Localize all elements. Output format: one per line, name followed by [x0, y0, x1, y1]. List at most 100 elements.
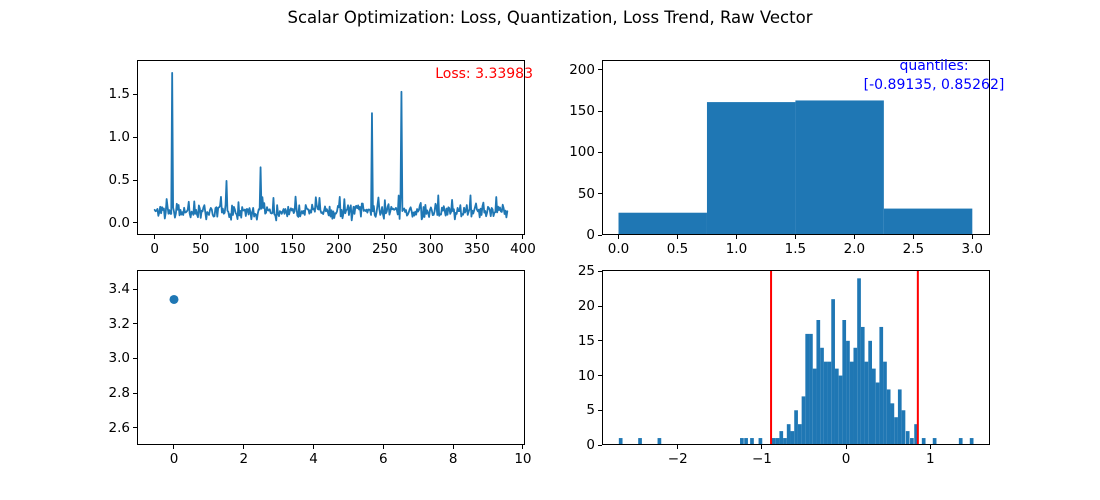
hist-bar [886, 389, 891, 445]
hist-bar [894, 417, 898, 445]
y-tick-mark [598, 409, 602, 411]
y-tick-label: 1.5 [108, 86, 130, 103]
hist-bar [860, 326, 865, 445]
y-tick-mark [598, 305, 602, 307]
y-tick-label: 25 [577, 263, 595, 280]
y-tick-label: 3.0 [108, 350, 130, 367]
x-tick-label: 2.5 [902, 241, 925, 257]
y-tick-mark [133, 323, 137, 325]
hist-bar [750, 438, 754, 445]
loss-trend-svg [137, 270, 525, 445]
raw-vector-hist-axes: −2 −1 0 1 0 5 10 15 20 25 [578, 263, 990, 467]
y-tick-label: 50 [577, 185, 595, 202]
axes-spine [137, 270, 525, 445]
x-tick-label: 0.5 [666, 241, 689, 257]
x-tick-label: 8 [448, 451, 458, 467]
x-tick-mark [173, 445, 175, 449]
y-tick-mark [598, 270, 602, 272]
x-tick-label: 0 [169, 451, 179, 467]
hist-bar [779, 431, 784, 445]
y-tick-label: 100 [569, 144, 595, 161]
x-tick-label: 2.0 [843, 241, 866, 257]
x-tick-label: 2 [239, 451, 249, 467]
hist-bar [618, 212, 707, 235]
hist-bar [744, 438, 748, 445]
axes-spine [602, 60, 990, 235]
hist-bar [740, 438, 744, 445]
quantile-vline [770, 270, 773, 445]
figure-title: Scalar Optimization: Loss, Quantization,… [287, 8, 813, 27]
x-tick-mark [853, 235, 855, 239]
x-tick-mark [971, 235, 973, 239]
x-tick-label: 0.0 [607, 241, 630, 257]
hist-bar [834, 368, 839, 445]
y-tick-label: 0 [586, 437, 595, 453]
x-tick-mark [676, 235, 678, 239]
y-tick-mark [133, 357, 137, 359]
quantiles-annotation: quantiles: [-0.89135, 0.85262] [864, 57, 1005, 94]
y-tick-mark [133, 93, 137, 95]
x-tick-mark [794, 235, 796, 239]
loss-value-annotation: Loss: 3.33983 [435, 66, 533, 82]
hist-bar [932, 438, 937, 445]
x-tick-label: 350 [464, 241, 490, 257]
x-tick-mark [522, 445, 524, 449]
y-tick-label: 5 [586, 402, 595, 419]
hist-bar [958, 438, 963, 445]
hist-bar [875, 382, 880, 445]
hist-bar [809, 333, 813, 445]
y-tick-label: 0.0 [108, 214, 130, 231]
quantiles-annotation-line2: [-0.89135, 0.85262] [863, 76, 1005, 93]
raw-vector-hist-svg [602, 270, 990, 445]
x-tick-mark [338, 235, 340, 239]
x-tick-mark [618, 235, 619, 239]
hist-bar [969, 438, 974, 445]
x-tick-label: 50 [192, 241, 210, 257]
y-tick-label: 10 [577, 367, 595, 384]
quantile-vline [916, 270, 919, 445]
x-tick-mark [522, 235, 524, 239]
y-tick-label: 0 [586, 227, 595, 243]
quantization-hist-svg [602, 60, 990, 235]
hist-bar [638, 438, 642, 445]
hist-bar [872, 368, 876, 445]
x-tick-mark [154, 235, 156, 239]
x-tick-label: 200 [325, 241, 352, 257]
x-tick-mark [761, 445, 763, 449]
hist-bar [827, 361, 832, 445]
x-tick-mark [382, 445, 384, 449]
y-tick-mark [133, 222, 137, 224]
hist-bar [805, 333, 810, 445]
hist-bar [618, 438, 623, 445]
axes-spine [602, 270, 990, 445]
y-tick-label: 3.2 [108, 315, 130, 332]
x-tick-mark [677, 445, 679, 449]
y-tick-mark [598, 69, 602, 71]
x-tick-mark [912, 235, 914, 239]
y-tick-mark [598, 110, 602, 112]
hist-bar [890, 403, 895, 445]
y-tick-mark [598, 375, 602, 377]
x-tick-label: 400 [510, 241, 536, 257]
hist-bar [772, 438, 776, 445]
x-tick-label: 10 [514, 451, 532, 467]
y-tick-mark [133, 288, 137, 290]
x-tick-mark [476, 235, 478, 239]
y-tick-label: 20 [577, 298, 595, 315]
hist-bar [883, 208, 973, 235]
x-tick-mark [384, 235, 386, 239]
hist-bar [801, 396, 806, 445]
x-tick-mark [452, 445, 454, 449]
hist-bar [883, 361, 887, 445]
x-tick-label: 0 [150, 241, 159, 257]
x-tick-label: 150 [279, 241, 306, 257]
loss-curve-axes: 0 50 100 150 200 250 300 350 400 0.0 0.5 1.0 1.5 [109, 60, 536, 257]
hist-bar [838, 375, 843, 445]
x-tick-label: 1.5 [784, 241, 807, 257]
quantiles-annotation-line1: quantiles: [899, 58, 969, 74]
y-tick-mark [598, 151, 602, 153]
y-tick-label: 2.8 [108, 385, 130, 402]
hist-bar [812, 368, 817, 445]
y-tick-label: 1.0 [108, 129, 130, 146]
y-tick-mark [598, 340, 602, 342]
